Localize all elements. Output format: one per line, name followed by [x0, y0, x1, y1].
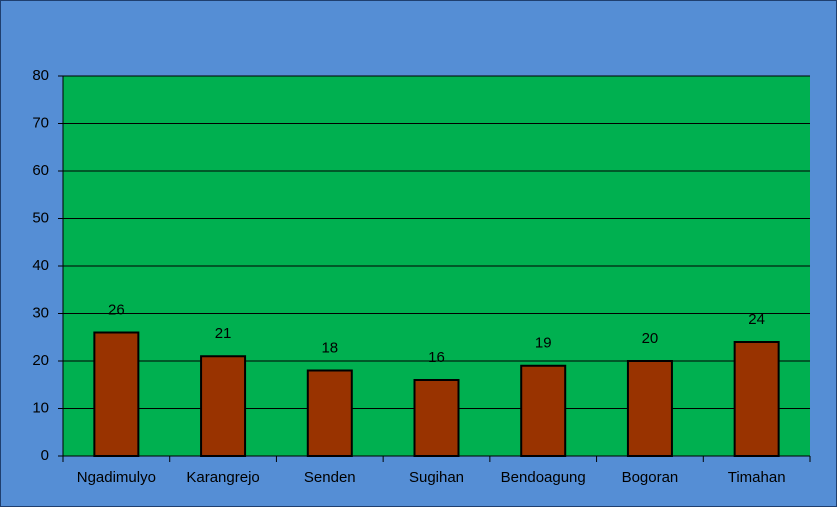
bar	[200, 355, 247, 457]
x-tick-label: Bogoran	[622, 469, 679, 486]
data-label: 26	[108, 301, 125, 318]
data-label: 20	[642, 330, 659, 347]
y-tick-label: 0	[41, 447, 49, 464]
y-tick-label: 70	[32, 114, 49, 131]
data-label: 24	[748, 311, 765, 328]
y-tick-label: 30	[32, 304, 49, 321]
x-tick-label: Bendoagung	[501, 469, 586, 486]
y-tick-label: 40	[32, 257, 49, 274]
data-label: 21	[215, 325, 232, 342]
y-tick-label: 80	[32, 67, 49, 84]
x-tick-label: Senden	[304, 469, 356, 486]
x-tick-label: Ngadimulyo	[77, 469, 156, 486]
y-tick-label: 50	[32, 209, 49, 226]
bar	[93, 331, 140, 457]
data-label: 16	[428, 349, 445, 366]
bar	[306, 369, 353, 457]
data-label: 19	[535, 335, 552, 352]
bar	[520, 364, 567, 457]
y-tick-label: 10	[32, 399, 49, 416]
bar	[626, 360, 673, 457]
x-tick-label: Sugihan	[409, 469, 464, 486]
y-tick-label: 60	[32, 162, 49, 179]
x-tick-label: Timahan	[728, 469, 786, 486]
data-label: 18	[321, 339, 338, 356]
x-tick-label: Karangrejo	[186, 469, 259, 486]
bar	[733, 341, 780, 457]
bar	[413, 379, 460, 457]
y-tick-label: 20	[32, 352, 49, 369]
